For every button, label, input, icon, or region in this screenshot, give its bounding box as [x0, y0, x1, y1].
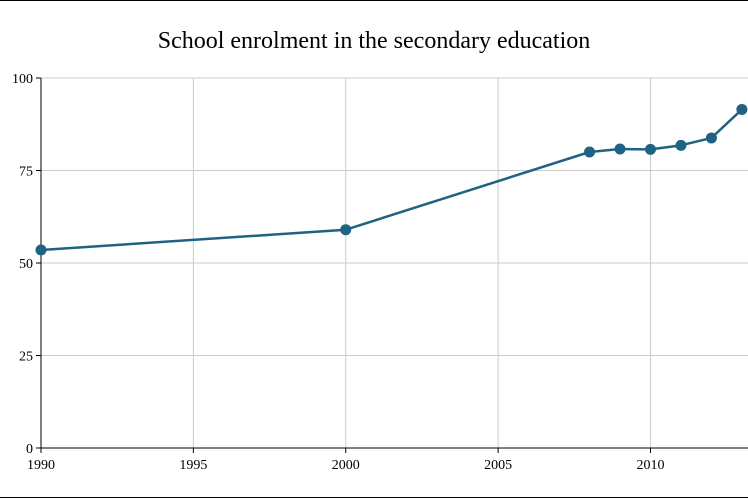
x-tick-label-1990: 1990: [27, 458, 55, 473]
tick-labels: 1990 1995 2000 2005 2010 0 25 50 75 100: [12, 72, 664, 473]
x-tick-label-1995: 1995: [179, 458, 207, 473]
y-tick-label-100: 100: [12, 72, 33, 87]
y-tick-label-50: 50: [19, 257, 33, 272]
y-tick-label-75: 75: [19, 165, 33, 180]
axes: [36, 77, 748, 453]
data-point-2010: [644, 143, 656, 155]
data-point-2009: [614, 143, 626, 155]
x-tick-label-2005: 2005: [484, 458, 512, 473]
chart-title: School enrolment in the secondary educat…: [157, 28, 591, 54]
data-point-2013: [736, 103, 748, 115]
series-layer: [35, 103, 748, 256]
grid-lines: [41, 77, 748, 448]
x-tick-label-2010: 2010: [636, 458, 664, 473]
data-point-1990: [35, 244, 47, 256]
y-tick-label-0: 0: [26, 442, 33, 457]
data-point-2000: [340, 224, 352, 236]
data-point-2011: [675, 139, 687, 151]
series-line-0: [40, 108, 743, 252]
data-point-2012: [705, 132, 717, 144]
y-tick-label-25: 25: [19, 350, 33, 365]
data-point-2008: [584, 146, 596, 158]
x-tick-label-2000: 2000: [332, 458, 360, 473]
